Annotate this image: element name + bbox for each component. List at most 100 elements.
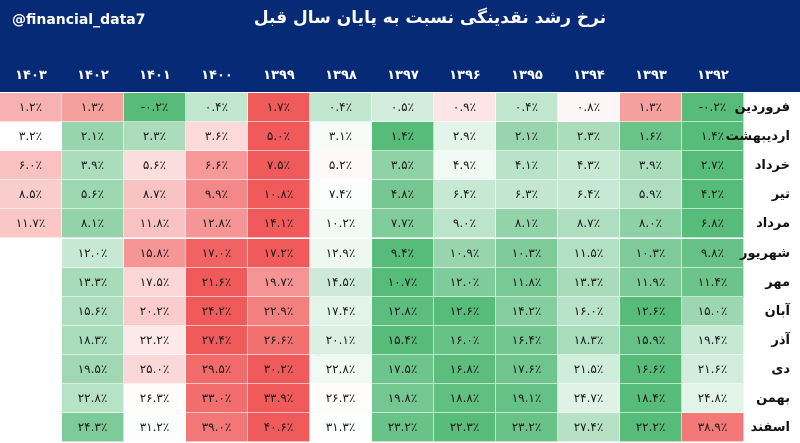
heatmap-cell: ۸.۷٪ [124,180,186,210]
heatmap-cell: ۱۲.۸٪ [372,296,434,326]
heatmap-cell: ۲۴.۸٪ [682,384,744,414]
heatmap-cell: ۲۳.۲٪ [496,413,558,443]
heatmap-cell: ۶.۳٪ [496,180,558,210]
heatmap-cell: ۰.۴٪ [186,93,248,123]
heatmap-cell: ۹.۹٪ [186,180,248,210]
heatmap-cell: ۶.۴٪ [558,180,620,210]
heatmap-cell: ۱۵.۶٪ [62,296,124,326]
heatmap-cell [0,354,62,384]
heatmap-cell: ۲۴.۳٪ [62,413,124,443]
heatmap-cell [0,325,62,355]
heatmap-cell: ۱۱.۵٪ [558,238,620,268]
heatmap-cell: ۲۵.۰٪ [124,354,186,384]
heatmap-cell: ۱۰.۲٪ [310,209,372,239]
heatmap-cell: ۹.۴٪ [372,238,434,268]
heatmap-cell: ۱.۴٪ [372,122,434,152]
heatmap-cell: ۴.۹٪ [434,151,496,181]
heatmap-cell: ۲.۱٪ [62,122,124,152]
heatmap-cell: ۱۴.۲٪ [496,296,558,326]
heatmap-cell: ۱۷.۲٪ [248,238,310,268]
month-label: مرداد [744,209,800,239]
month-label: تیر [744,180,800,210]
year-header: ۱۳۹۷ [387,68,419,83]
heatmap-cell: ۲۰.۱٪ [310,325,372,355]
heatmap-cell: ۶.۴٪ [434,180,496,210]
heatmap-cell: ۰.۴٪ [310,93,372,123]
heatmap-cell: ۱۲.۹٪ [310,238,372,268]
heatmap-cell: ۱۸.۴٪ [620,384,682,414]
heatmap-cell: ۲۴.۷٪ [558,384,620,414]
year-header: ۱۳۹۸ [325,68,357,83]
heatmap-cell: ۲۱.۶٪ [186,267,248,297]
heatmap-cell: ۱۱.۹٪ [620,267,682,297]
heatmap-cell: ۸.۱٪ [496,209,558,239]
heatmap-cell: ۳.۹٪ [62,151,124,181]
heatmap-cell: ۱۷.۵٪ [124,267,186,297]
heatmap-cell: ۴.۸٪ [372,180,434,210]
heatmap-cell: ۴۰.۶٪ [248,413,310,443]
heatmap-cell: ۲۲.۳٪ [434,413,496,443]
heatmap-cell: ۸.۱٪ [62,209,124,239]
heatmap-cell: ۸.۰٪ [620,209,682,239]
month-label: مهر [744,267,800,297]
heatmap-cell: ۱۶.۶٪ [620,354,682,384]
heatmap-cell [0,238,62,268]
heatmap-cell: ۴.۱٪ [496,151,558,181]
heatmap-cell: ۱۴.۵٪ [310,267,372,297]
heatmap-cell: ۰.۵٪ [372,93,434,123]
heatmap-cell: ۳۰.۲٪ [248,354,310,384]
heatmap-cell: ۳.۹٪ [620,151,682,181]
heatmap-cell: ۴.۳٪ [558,151,620,181]
channel-handle: @financial_data7 [12,12,146,28]
heatmap-cell: ۳۸.۹٪ [682,413,744,443]
heatmap-cell: ۱.۳٪ [62,93,124,123]
heatmap-cell: ۱.۴٪ [682,122,744,152]
heatmap-cell: ۱۱.۴٪ [682,267,744,297]
heatmap-cell: ۱۶.۰٪ [558,296,620,326]
month-label: آذر [744,325,800,355]
heatmap-cell: ۱۲.۶٪ [620,296,682,326]
heatmap-cell: ۱۵.۴٪ [372,325,434,355]
heatmap-cell [0,413,62,443]
heatmap-cell: ۲.۱٪ [496,122,558,152]
heatmap-cell: ۱۵.۹٪ [620,325,682,355]
heatmap-cell: ۶.۶٪ [186,151,248,181]
heatmap-cell: ۱۲.۸٪ [186,209,248,239]
heatmap-cell: ۱۹.۷٪ [248,267,310,297]
heatmap-cell: -۰.۲٪ [682,93,744,123]
month-label: فروردین [735,93,800,123]
heatmap-cell: ۱۷.۵٪ [372,354,434,384]
heatmap-cell: -۰.۲٪ [124,93,186,123]
heatmap-cell [0,267,62,297]
heatmap-cell [0,296,62,326]
year-header: ۱۴۰۲ [77,68,109,83]
heatmap-cell: ۲۱.۶٪ [682,354,744,384]
heatmap-cell: ۳.۲٪ [0,122,62,152]
year-header: ۱۳۹۲ [697,68,729,83]
chart-title: نرخ رشد نقدینگی نسبت به پایان سال قبل [253,8,607,28]
heatmap-cell: ۱۸.۸٪ [434,384,496,414]
heatmap-cell: ۱۰.۹٪ [434,238,496,268]
year-header: ۱۳۹۴ [573,68,605,83]
heatmap-cell: ۸.۵٪ [0,180,62,210]
heatmap-cell: ۲۳.۲٪ [372,413,434,443]
heatmap-cell: ۲۷.۴٪ [186,325,248,355]
heatmap-cell: ۷.۵٪ [248,151,310,181]
heatmap-cell: ۲۲.۲٪ [620,413,682,443]
heatmap-cell: ۱۳.۳٪ [558,267,620,297]
heatmap-cell: ۸.۷٪ [558,209,620,239]
heatmap-cell: ۱۲.۶٪ [434,296,496,326]
heatmap-cell: ۱۷.۰٪ [186,238,248,268]
heatmap-cell: ۱۷.۴٪ [310,296,372,326]
heatmap-cell: ۳۳.۰٪ [186,384,248,414]
heatmap-cell: ۱۱.۷٪ [0,209,62,239]
heatmap-cell: ۴.۲٪ [682,180,744,210]
year-header: ۱۴۰۳ [15,68,47,83]
heatmap-cell: ۰.۸٪ [558,93,620,123]
month-label: شهریور [740,238,800,268]
heatmap-cell: ۱۶.۰٪ [434,325,496,355]
heatmap-cell: ۵.۰٪ [248,122,310,152]
year-header: ۱۳۹۶ [449,68,481,83]
heatmap-cell: ۹.۸٪ [682,238,744,268]
heatmap-cell: ۷.۷٪ [372,209,434,239]
